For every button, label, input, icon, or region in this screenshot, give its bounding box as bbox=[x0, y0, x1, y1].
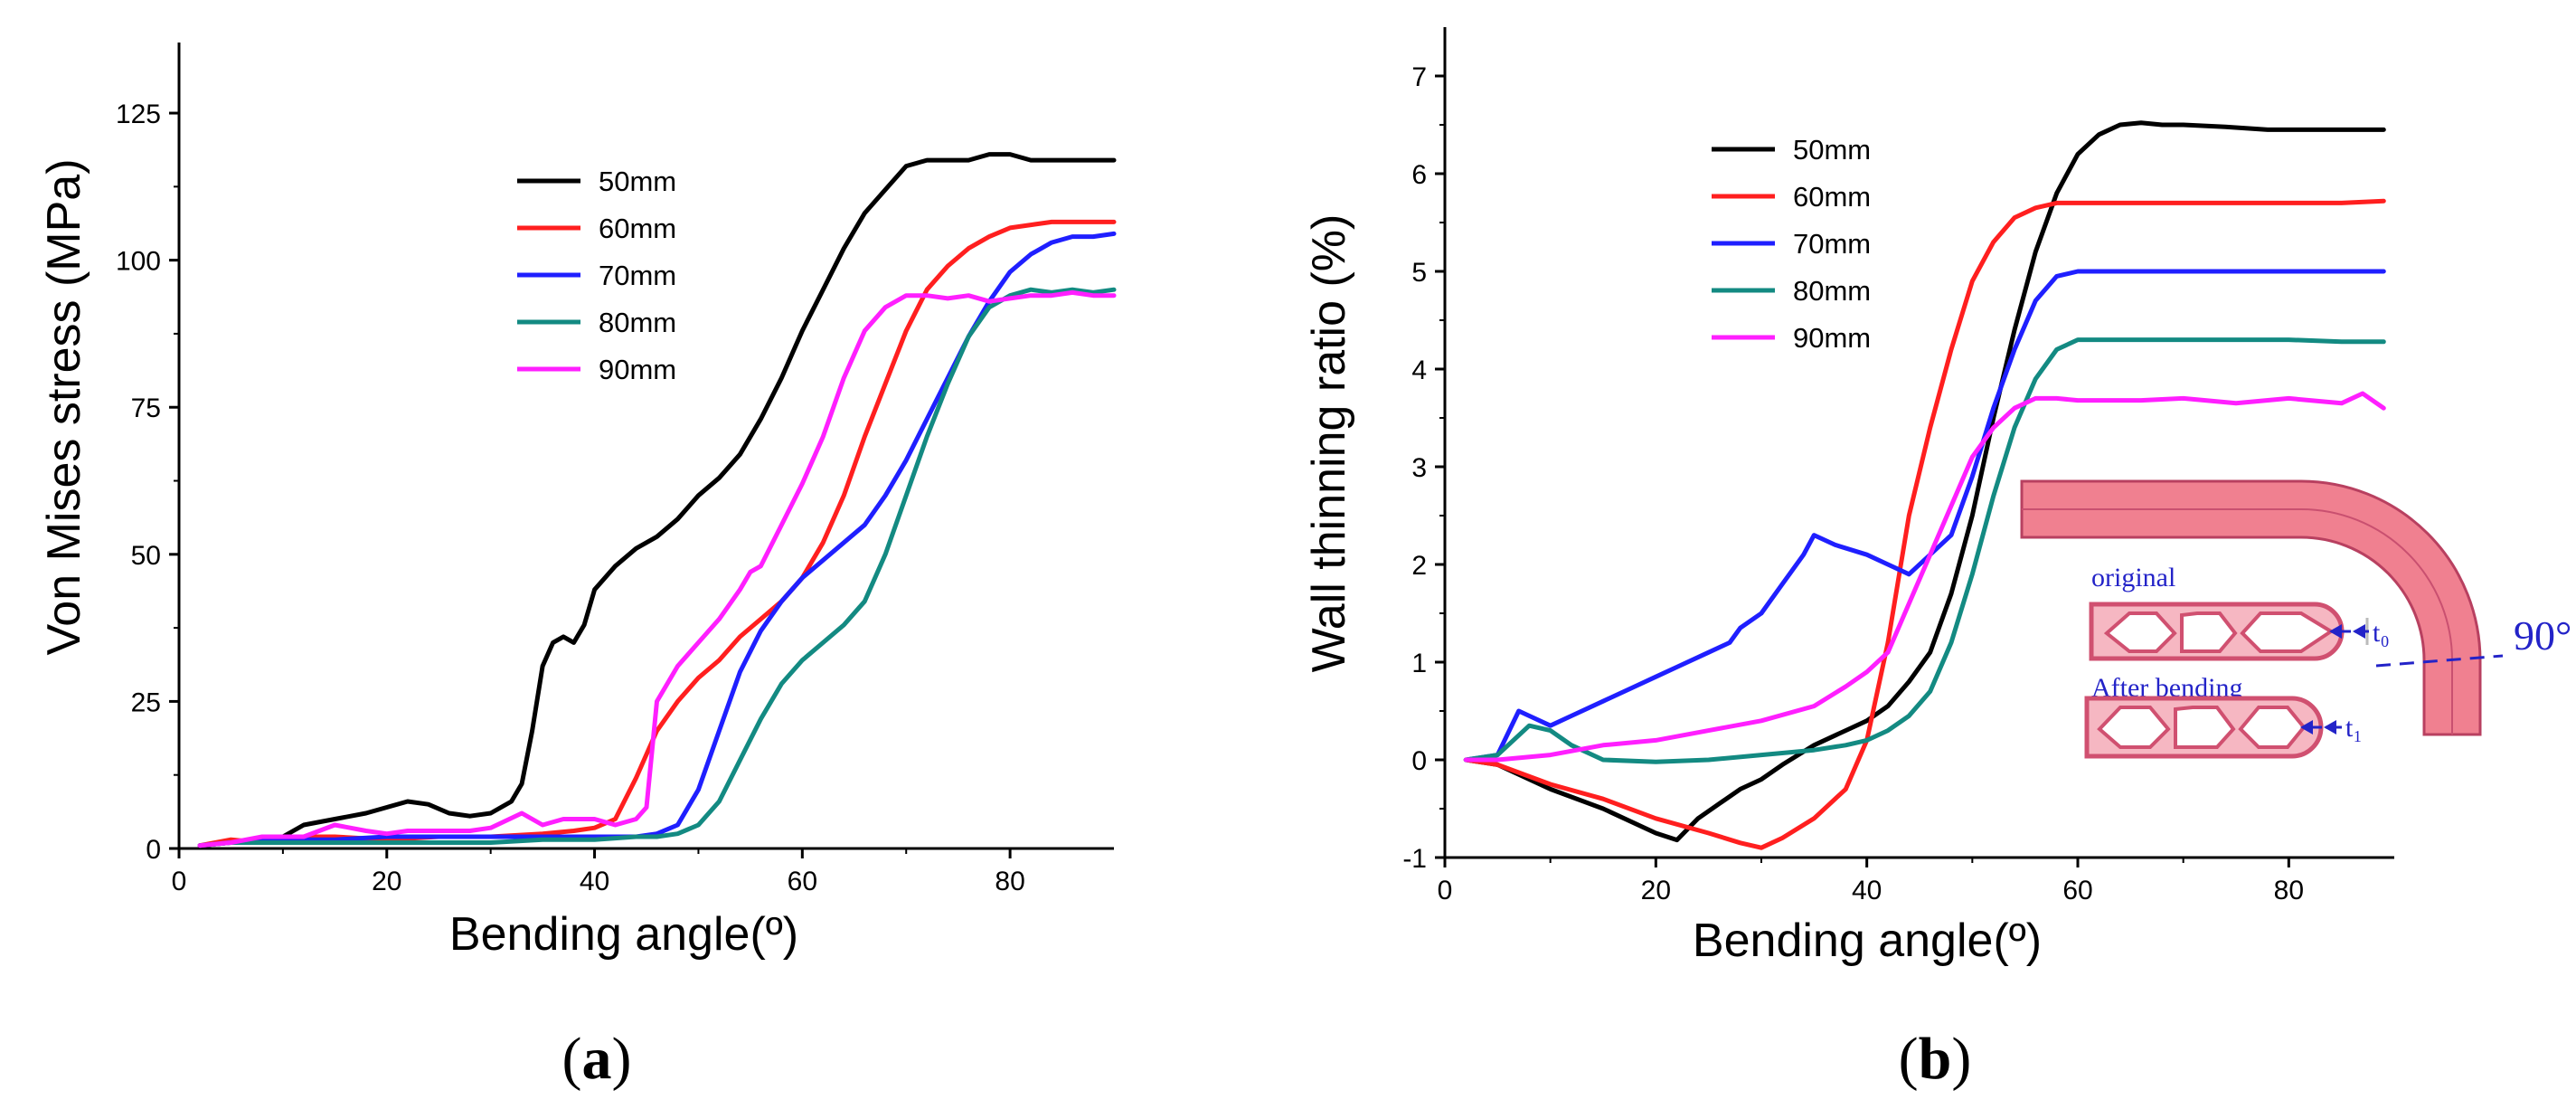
x-tick-label-a: 0 bbox=[172, 867, 187, 896]
x-tick-label-a: 20 bbox=[372, 867, 401, 896]
y-tick-label-a: 50 bbox=[131, 541, 161, 571]
series-line-b-90mm bbox=[1463, 391, 2386, 763]
caption-a: (a) bbox=[562, 1026, 632, 1092]
cross-section-after bbox=[2084, 696, 2324, 759]
legend-label-a-80mm: 80mm bbox=[599, 307, 676, 338]
x-tick-label-b: 0 bbox=[1438, 876, 1453, 905]
t1-marker: t₁ bbox=[2300, 713, 2363, 743]
y-tick-label-b: 2 bbox=[1411, 551, 1427, 581]
angle-label: 90° bbox=[2514, 612, 2571, 659]
bent-tube-outer bbox=[2020, 479, 2482, 736]
series-line-a-70mm bbox=[197, 231, 1117, 848]
angle-marker-line bbox=[2375, 654, 2504, 668]
x-tick-label-a: 60 bbox=[788, 867, 817, 896]
y-tick-label-b: 0 bbox=[1411, 746, 1427, 776]
y-tick-label-a: 75 bbox=[131, 393, 161, 423]
axes-b: 0 20 40 60 80 -1 0 1 2 3 4 5 6 7 bbox=[1402, 27, 2394, 905]
y-axis-label-b: Wall thinning ratio (%) bbox=[1303, 214, 1355, 673]
y-tick-label-b: 3 bbox=[1411, 453, 1427, 483]
y-tick-label-a: 100 bbox=[116, 247, 161, 277]
legend-label-b-60mm: 60mm bbox=[1793, 181, 1871, 213]
t1-label: t₁ bbox=[2345, 713, 2363, 743]
t0-label: t₀ bbox=[2373, 618, 2390, 648]
y-tick-label-b: 7 bbox=[1411, 62, 1427, 92]
legend-label-a-50mm: 50mm bbox=[599, 166, 676, 197]
x-tick-label-b: 20 bbox=[1641, 876, 1671, 905]
x-tick-label-b: 60 bbox=[2062, 876, 2092, 905]
y-tick-label-b: 6 bbox=[1411, 160, 1427, 190]
t0-marker: t₀ bbox=[2329, 618, 2390, 648]
x-tick-label-a: 40 bbox=[580, 867, 609, 896]
y-tick-label-b: -1 bbox=[1402, 844, 1427, 874]
y-tick-label-b: 1 bbox=[1411, 649, 1427, 678]
axes-a: 0 20 40 60 80 0 25 50 75 100 125 bbox=[116, 43, 1114, 896]
series-group-a bbox=[197, 152, 1117, 848]
y-tick-label-b: 4 bbox=[1411, 355, 1427, 385]
x-tick-label-b: 80 bbox=[2274, 876, 2304, 905]
legend-label-a-70mm: 70mm bbox=[599, 260, 676, 291]
y-tick-label-a: 25 bbox=[131, 687, 161, 717]
chart-panel-a: 0 20 40 60 80 0 25 50 75 100 125 50mm 60mm 70mm 80mm 9… bbox=[38, 43, 1117, 1092]
caption-b: (b) bbox=[1899, 1026, 1972, 1092]
legend-b: 50mm 60mm 70mm 80mm 90mm bbox=[1712, 134, 1871, 354]
bending-inset: 90° original t₀ After bending bbox=[2020, 479, 2571, 759]
original-label: original bbox=[2091, 563, 2175, 592]
series-line-a-50mm bbox=[197, 152, 1117, 848]
x-tick-label-a: 80 bbox=[995, 867, 1024, 896]
cross-section-original bbox=[2089, 602, 2369, 661]
legend-a: 50mm 60mm 70mm 80mm 90mm bbox=[517, 166, 676, 385]
x-tick-label-b: 40 bbox=[1852, 876, 1882, 905]
y-tick-label-a: 125 bbox=[116, 100, 161, 129]
legend-label-b-70mm: 70mm bbox=[1793, 228, 1871, 260]
legend-label-a-60mm: 60mm bbox=[599, 213, 676, 244]
legend-label-b-80mm: 80mm bbox=[1793, 275, 1871, 307]
y-tick-label-b: 5 bbox=[1411, 258, 1427, 288]
series-line-b-60mm bbox=[1463, 198, 2386, 850]
legend-label-b-50mm: 50mm bbox=[1793, 134, 1871, 166]
series-line-a-90mm bbox=[197, 289, 1117, 848]
legend-label-b-90mm: 90mm bbox=[1793, 322, 1871, 354]
bent-tube-wall-line bbox=[2022, 508, 2453, 735]
y-axis-label-a: Von Mises stress (MPa) bbox=[38, 158, 90, 655]
series-line-b-80mm bbox=[1463, 337, 2386, 764]
y-tick-label-a: 0 bbox=[146, 835, 161, 865]
x-axis-label-b: Bending angle(º) bbox=[1693, 915, 2042, 967]
chart-panel-b: 0 20 40 60 80 -1 0 1 2 3 4 5 6 7 50mm 60mm 70mm 80mm 90mm… bbox=[1303, 27, 2571, 1092]
legend-label-a-90mm: 90mm bbox=[599, 354, 676, 385]
series-line-b-70mm bbox=[1463, 269, 2386, 763]
x-axis-label-a: Bending angle(º) bbox=[449, 908, 798, 961]
series-group-b bbox=[1463, 120, 2386, 850]
